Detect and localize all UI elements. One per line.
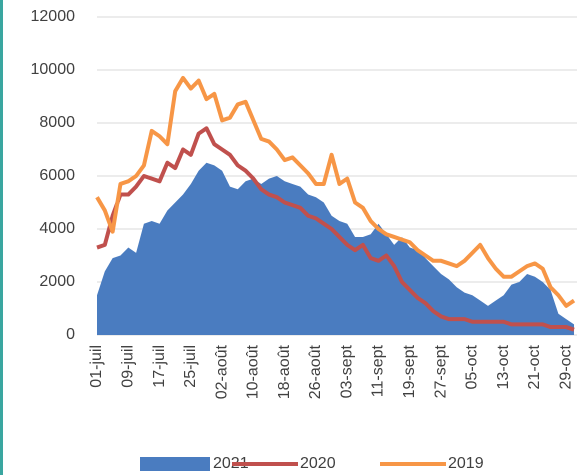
- x-tick-label: 27-sept: [432, 344, 449, 398]
- frame-edge: [0, 0, 3, 475]
- y-tick-label: 0: [66, 326, 75, 343]
- x-tick-label: 21-oct: [526, 344, 543, 389]
- x-tick-label: 18-août: [276, 344, 293, 399]
- area: [97, 162, 575, 335]
- x-tick-label: 10-août: [245, 344, 262, 399]
- legend-label: 2020: [300, 455, 336, 472]
- x-tick-label: 29-oct: [557, 344, 574, 389]
- line: [96, 126, 575, 332]
- x-tick-label: 05-oct: [464, 344, 481, 389]
- y-tick-label: 8000: [39, 114, 75, 131]
- y-tick-label: 10000: [31, 61, 76, 78]
- x-tick-label: 13-oct: [495, 344, 512, 389]
- line: [95, 75, 576, 308]
- x-tick-label: 19-sept: [401, 344, 418, 398]
- y-tick-label: 2000: [39, 273, 75, 290]
- y-tick-label: 4000: [39, 220, 75, 237]
- x-tick-label: 01-juil: [88, 345, 105, 388]
- x-tick-label: 25-juil: [182, 345, 199, 388]
- legend-swatch: [140, 457, 210, 471]
- y-tick-label: 12000: [31, 8, 76, 25]
- x-tick-label: 11-sept: [370, 344, 387, 397]
- x-tick-label: 03-sept: [338, 344, 355, 398]
- x-tick-label: 02-août: [213, 344, 230, 399]
- x-tick-label: 26-août: [307, 344, 324, 399]
- x-tick-label: 17-juil: [151, 345, 168, 388]
- legend-label: 2021: [213, 455, 249, 472]
- y-tick-label: 6000: [39, 167, 75, 184]
- legend-label: 2019: [448, 455, 484, 472]
- x-tick-label: 09-juil: [119, 345, 136, 388]
